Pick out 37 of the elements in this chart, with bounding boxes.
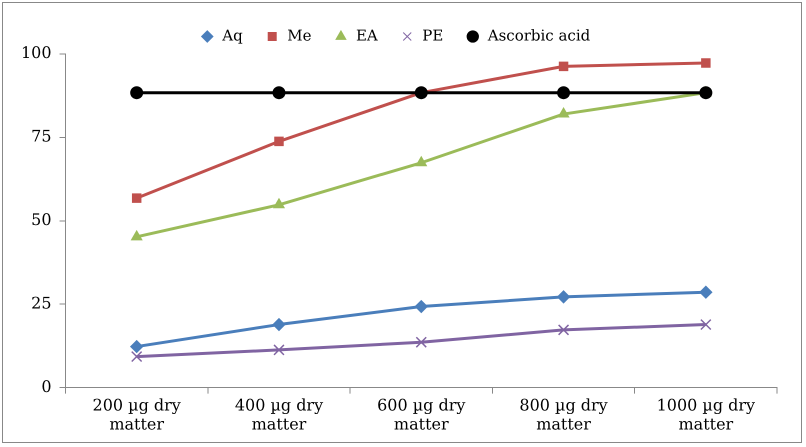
legend-label: Aq [221, 26, 244, 44]
x-tick-label: 400 µg dry matter [234, 395, 324, 434]
x-tick-label: 200 µg dry matter [92, 395, 181, 434]
point [414, 300, 428, 314]
legend-label: PE [422, 26, 444, 44]
point [130, 350, 142, 362]
point [130, 230, 142, 240]
x-tick-label: 1000 µg dry matter [656, 395, 756, 434]
point [416, 156, 427, 166]
point [130, 340, 144, 354]
point [558, 324, 570, 336]
point [558, 62, 568, 72]
point [558, 108, 570, 118]
point [699, 86, 712, 100]
point [130, 86, 144, 100]
point [273, 344, 285, 356]
point [274, 136, 284, 146]
point [416, 336, 427, 348]
y-tick-label: 25 [31, 293, 52, 312]
point [272, 318, 286, 332]
point [272, 86, 286, 100]
point [699, 286, 712, 299]
legend-label: EA [356, 26, 378, 44]
point [557, 86, 570, 100]
point [700, 318, 712, 330]
x-tick-label: 600 µg dry matter [377, 395, 466, 434]
x-tick-label: 800 µg dry matter [519, 395, 608, 434]
point [132, 193, 142, 203]
y-tick-label: 100 [20, 43, 52, 62]
point [701, 58, 711, 68]
point [557, 290, 570, 304]
legend-label: Ascorbic acid [486, 26, 591, 44]
y-tick-label: 50 [31, 210, 52, 229]
y-tick-label: 0 [41, 376, 52, 396]
y-tick-label: 75 [31, 126, 52, 146]
point [273, 198, 285, 208]
legend-label: Me [287, 26, 312, 44]
